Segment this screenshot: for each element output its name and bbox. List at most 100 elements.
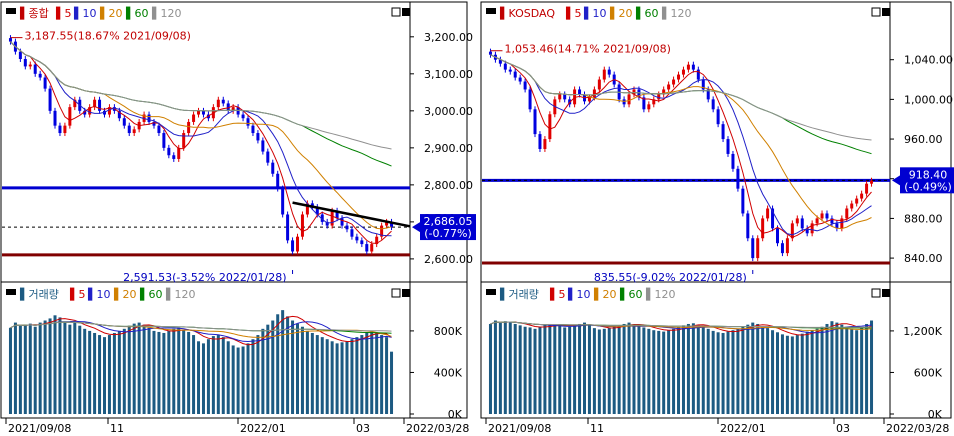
- ma-line-120: [490, 54, 872, 141]
- volume-bar: [691, 323, 695, 414]
- candle-body: [558, 94, 562, 100]
- volume-bar: [578, 323, 582, 414]
- volume-bar: [251, 339, 255, 414]
- window-icon: [6, 289, 16, 295]
- xtick-label: 2022/03/28: [886, 422, 949, 435]
- close-icon: [882, 289, 890, 297]
- ytick-label: 880.00: [904, 212, 943, 225]
- volume-bar: [736, 328, 740, 414]
- volume-bar: [637, 326, 641, 414]
- ma-line-60: [490, 54, 872, 155]
- volume-tick-label: 400K: [434, 366, 463, 379]
- volume-bar: [68, 324, 72, 414]
- volume-bar: [132, 323, 136, 414]
- candle-body: [820, 213, 824, 219]
- kospi-panel: ▌종합 ▌5 ▌10 ▌20 ▌60 ▌1203,200.003,100.003,000.…: [0, 1, 476, 435]
- volume-bar: [850, 328, 854, 414]
- close-icon: [402, 289, 410, 297]
- candle-body: [241, 114, 245, 119]
- candle-body: [58, 125, 62, 134]
- legend-vol-ma-10: ▌10: [567, 287, 590, 301]
- candle-body: [152, 121, 156, 126]
- candle-body: [350, 229, 354, 237]
- candle-body: [8, 38, 12, 42]
- candle-body: [825, 213, 829, 219]
- volume-bar: [127, 325, 131, 414]
- volume-frame: [0, 281, 468, 419]
- volume-bar: [726, 331, 730, 414]
- maximize-icon: [391, 288, 401, 298]
- volume-bar: [627, 322, 631, 414]
- candle-body: [498, 59, 502, 64]
- volume-bar: [622, 323, 626, 414]
- current-value-box: [900, 167, 954, 194]
- volume-ma-10: [490, 321, 872, 334]
- candle-body: [291, 240, 295, 252]
- volume-bar: [498, 322, 502, 414]
- volume-bar: [840, 324, 844, 414]
- volume-bar: [810, 330, 814, 414]
- volume-bar: [632, 324, 636, 414]
- volume-bar: [528, 327, 532, 414]
- candle-body: [766, 208, 770, 219]
- volume-ma-5: [490, 321, 872, 336]
- ma-line-5: [490, 54, 872, 238]
- volume-bar: [805, 331, 809, 414]
- volume-bar: [236, 347, 240, 414]
- high-annotation: 1,053.46(14.71% 2021/09/08): [504, 43, 670, 56]
- volume-bar: [751, 322, 755, 414]
- volume-bar: [63, 321, 67, 414]
- candle-body: [162, 133, 166, 148]
- volume-bar: [221, 337, 225, 414]
- low-annotation: 2,591.53(-3.52% 2022/01/28): [123, 271, 286, 284]
- candle-body: [716, 109, 720, 125]
- candle-body: [320, 214, 324, 222]
- candle-body: [785, 238, 789, 254]
- volume-bar: [261, 328, 265, 414]
- candle-body: [117, 110, 121, 119]
- volume-bar: [13, 322, 17, 414]
- candle-body: [360, 240, 364, 245]
- candle-body: [216, 99, 220, 108]
- candle-body: [865, 183, 869, 194]
- volume-bar: [592, 328, 596, 414]
- candle-body: [132, 129, 136, 134]
- candle-body: [98, 99, 102, 111]
- ma-line-10: [10, 41, 392, 237]
- volume-bar: [78, 325, 82, 414]
- volume-bar: [162, 332, 166, 414]
- candle-body: [790, 223, 794, 239]
- volume-bar: [330, 341, 334, 414]
- xtick-label: 2022/01: [720, 422, 766, 435]
- volume-bar: [276, 314, 280, 414]
- candle-body: [201, 110, 205, 115]
- volume-bar: [845, 326, 849, 414]
- price-frame: [0, 1, 468, 283]
- volume-bar: [231, 345, 235, 414]
- xtick-label: 03: [836, 422, 850, 435]
- high-annotation: 3,187.55(18.67% 2021/09/08): [24, 30, 190, 43]
- current-change: (-0.49%): [904, 180, 952, 193]
- volume-bar: [107, 335, 111, 414]
- candle-body: [375, 236, 379, 245]
- volume-bar: [746, 324, 750, 414]
- candle-body: [592, 89, 596, 98]
- candle-body: [731, 153, 735, 169]
- candle-body: [706, 89, 710, 100]
- legend-ma-5: ▌5: [55, 6, 71, 20]
- volume-bar: [597, 329, 601, 414]
- volume-bar: [795, 335, 799, 414]
- candle-body: [711, 99, 715, 110]
- volume-tick-label: 0K: [928, 408, 943, 421]
- volume-bar: [88, 330, 92, 414]
- volume-bar: [291, 320, 295, 414]
- volume-bar: [226, 341, 230, 414]
- volume-bar: [103, 337, 106, 414]
- candle-body: [385, 221, 389, 226]
- legend-ma-120: ▌120: [151, 6, 181, 20]
- volume-bar: [206, 339, 210, 414]
- candle-body: [226, 103, 230, 111]
- volume-bar: [716, 332, 720, 414]
- volume-bar: [93, 332, 97, 414]
- volume-bar: [177, 327, 181, 414]
